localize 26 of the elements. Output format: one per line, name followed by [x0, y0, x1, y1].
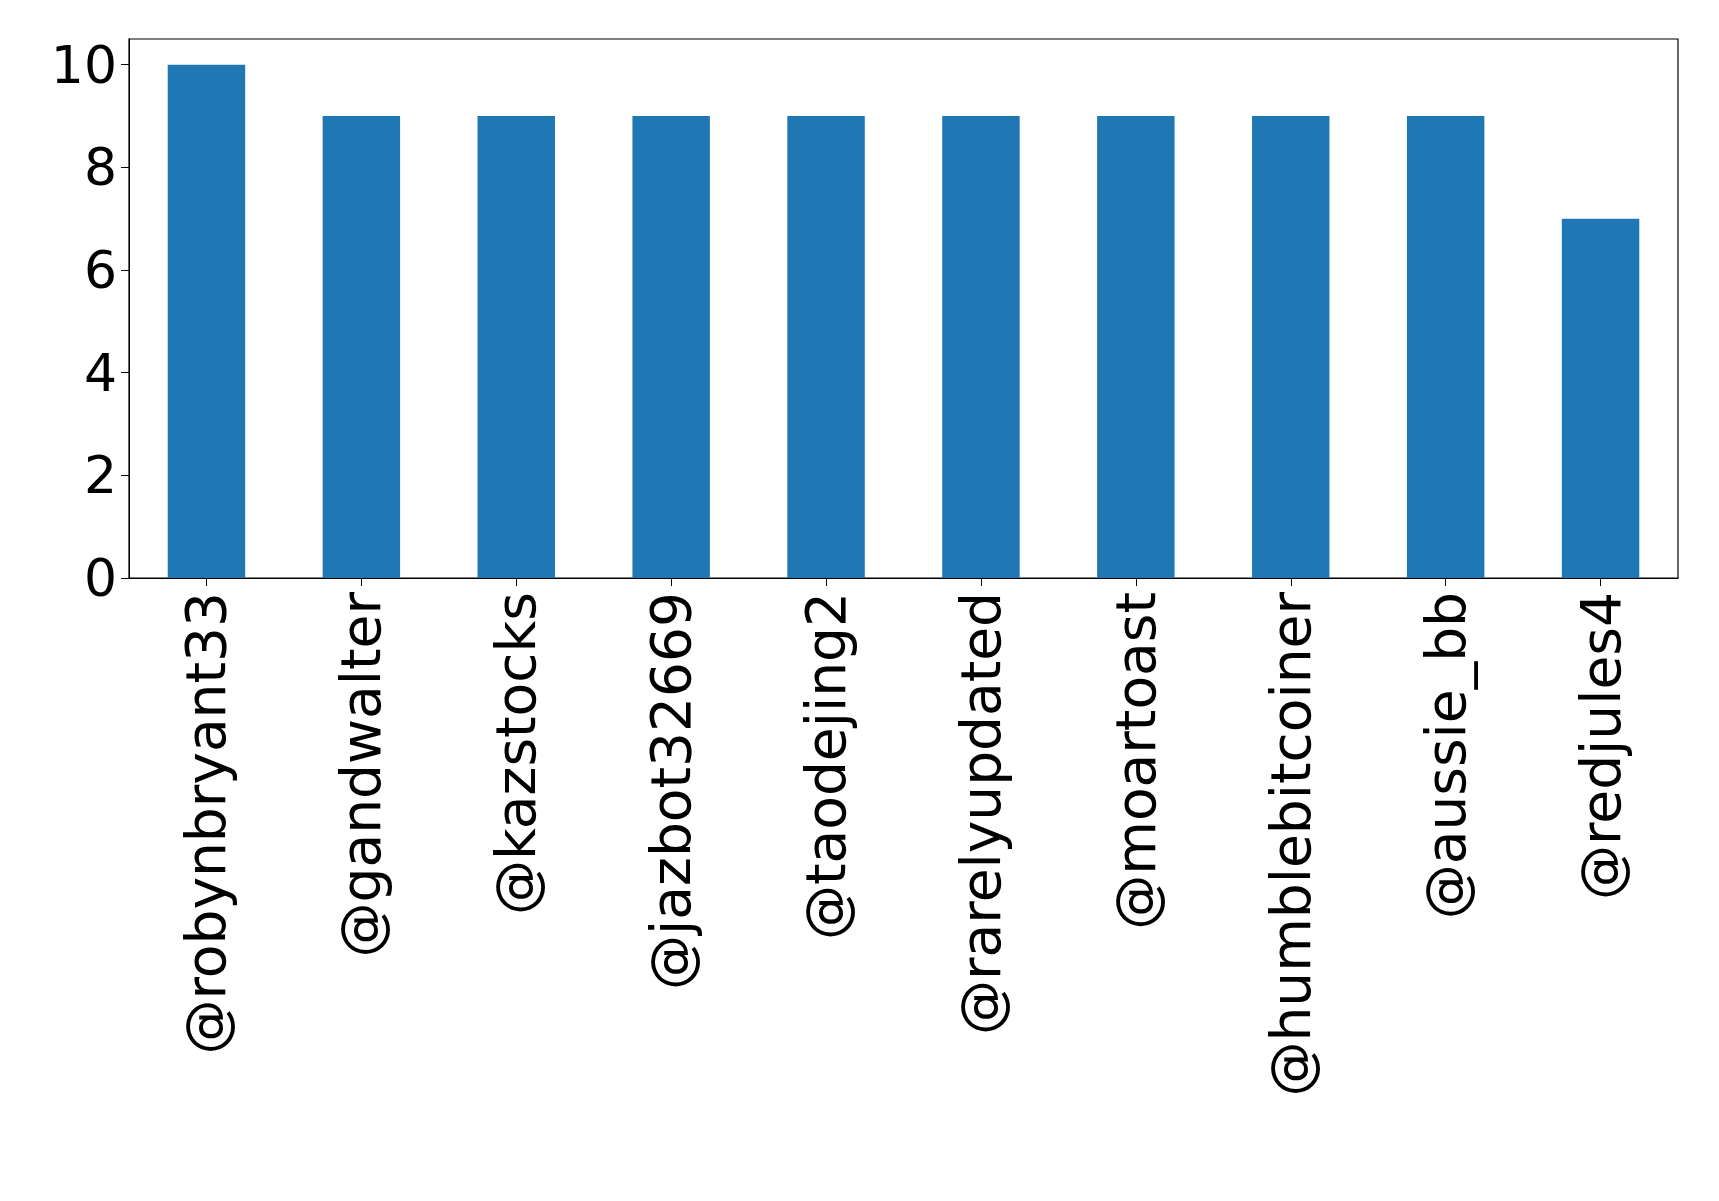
x-tick-label: @aussie_bb — [1413, 592, 1478, 920]
x-tick-label: @rarelyupdated — [948, 592, 1013, 1036]
bar — [1097, 116, 1175, 578]
x-tick-label: @taodejing2 — [794, 592, 859, 940]
bar — [632, 116, 710, 578]
y-tick-label: 6 — [83, 240, 117, 300]
x-tick-label: @gandwalter — [329, 591, 394, 958]
bar — [942, 116, 1020, 578]
bar — [1406, 116, 1485, 578]
x-tick-label: @jazbot32669 — [639, 592, 704, 990]
x-tick-label: @moartoast — [1103, 592, 1168, 930]
x-tick-label: @humblebitcoiner — [1258, 591, 1323, 1097]
y-tick-label: 0 — [83, 548, 117, 608]
x-tick-label: @kazstocks — [484, 592, 549, 916]
x-tick-label: @robynbryant33 — [174, 592, 239, 1055]
y-tick-label: 2 — [83, 445, 117, 506]
x-tick-label: @redjules4 — [1568, 592, 1633, 901]
bar — [322, 116, 401, 578]
bar — [167, 64, 246, 578]
y-tick-label: 4 — [83, 342, 117, 403]
bar — [1561, 218, 1640, 578]
bar — [477, 116, 555, 578]
bar — [1252, 116, 1330, 578]
bar — [787, 116, 865, 578]
y-tick-label: 10 — [50, 34, 117, 95]
y-tick-label: 8 — [83, 137, 117, 198]
